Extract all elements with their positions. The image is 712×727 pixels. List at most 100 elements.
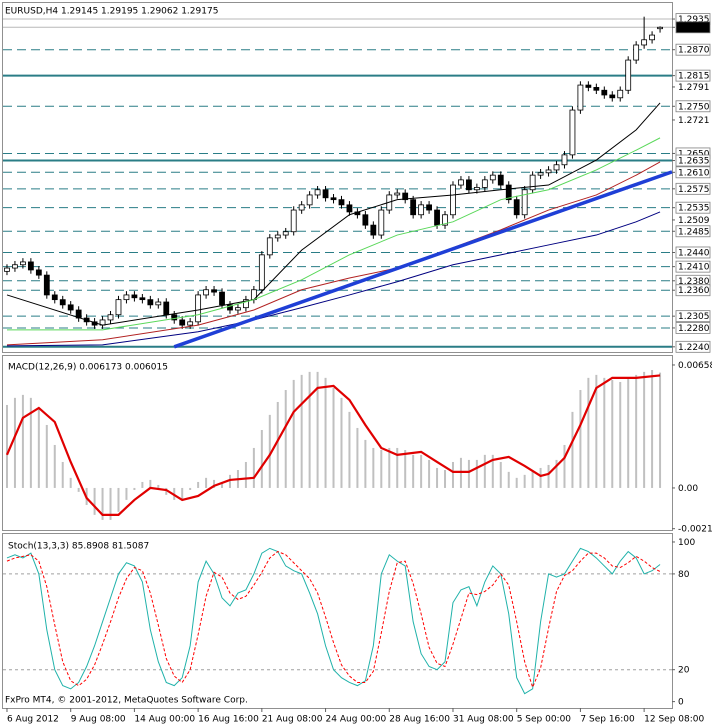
candle-body [20, 261, 26, 266]
candle-body [306, 194, 313, 206]
macd-bar [491, 454, 494, 488]
candle-body [657, 26, 663, 30]
price-panel [2, 2, 673, 353]
macd-bar [547, 464, 550, 488]
x-tick-label: 9 Aug 08:00 [71, 715, 126, 725]
candle-body [123, 294, 130, 301]
macd-bar [475, 459, 478, 488]
candle-body [473, 187, 480, 191]
y-tick-label: 1.2610 [678, 168, 710, 178]
candle-body [450, 184, 456, 216]
macd-bar [125, 487, 128, 500]
candle-body [115, 299, 122, 316]
macd-bar [21, 394, 24, 488]
macd-bar [523, 474, 526, 488]
y-tick-label: 1.2650 [678, 149, 710, 159]
x-tick-label: 28 Aug 16:00 [389, 715, 450, 725]
candle-body [402, 192, 409, 201]
y-tick-label: 1.2509 [678, 216, 710, 226]
macd-bar [69, 477, 72, 488]
y-tick-label: -0.00218 [678, 525, 712, 535]
candle-body [59, 299, 66, 306]
macd-bar [643, 371, 646, 488]
macd-bar [109, 487, 112, 520]
macd-panel [2, 355, 673, 531]
macd-title: MACD(12,26,9) 0.006173 0.006015 [8, 363, 168, 373]
macd-bar [515, 477, 518, 488]
candle-body [617, 89, 624, 99]
macd-bar [619, 381, 622, 488]
x-tick-label: 5 Sep 00:00 [517, 715, 572, 725]
macd-bar [348, 411, 351, 488]
candle-body [537, 172, 544, 176]
macd-bar [101, 487, 104, 520]
candle-body [322, 189, 329, 199]
macd-bar [380, 450, 383, 488]
candle-body [497, 174, 504, 186]
x-tick-label: 16 Aug 16:00 [198, 715, 259, 725]
level-label-box [675, 284, 711, 297]
level-label-box [675, 260, 711, 273]
macd-bar [531, 470, 534, 488]
macd-bar [595, 374, 598, 488]
x-tick-label: 21 Aug 08:00 [262, 715, 323, 725]
macd-bar [555, 459, 558, 488]
macd-bar [29, 397, 32, 488]
candle-body [338, 199, 345, 206]
macd-bar [189, 487, 192, 491]
macd-bar [268, 414, 271, 488]
candle-body [529, 174, 536, 191]
macd-bar [356, 427, 359, 488]
candle-body [633, 44, 640, 61]
candle-body [505, 184, 512, 201]
candle-body [649, 34, 655, 41]
candle-body [466, 179, 472, 191]
candle-body [4, 267, 10, 272]
x-tick-label: 12 Sep 08:00 [644, 715, 704, 725]
candle-body [43, 274, 50, 296]
candle-body [609, 94, 616, 99]
macd-bar [260, 430, 263, 488]
y-tick-label: 0 [678, 698, 684, 708]
candle-body [139, 297, 146, 301]
candle-body [67, 304, 74, 311]
y-tick-label: 1.2635 [678, 157, 710, 167]
macd-bar [181, 487, 184, 500]
moving-average [6, 102, 661, 326]
macd-bar [205, 477, 208, 488]
candle-body [12, 264, 18, 269]
macd-bar [627, 377, 630, 488]
candle-body [243, 299, 249, 309]
macd-bar [499, 461, 502, 488]
y-tick-label: 1.2535 [678, 204, 710, 214]
level-label-box [675, 154, 711, 167]
macd-bar [221, 481, 224, 488]
macd-bar [133, 487, 136, 491]
level-label-box [675, 322, 711, 334]
level-label-box [675, 100, 711, 113]
level-label-box [675, 246, 711, 259]
candle-body [553, 164, 560, 171]
candle-body [489, 174, 496, 181]
macd-bar [404, 450, 407, 488]
candle-body [601, 89, 608, 96]
macd-bar [149, 479, 152, 488]
candle-body [171, 314, 178, 321]
candle-body [442, 214, 448, 226]
macd-bar [308, 371, 311, 488]
level-label-box [675, 310, 711, 323]
candle-body [521, 189, 528, 216]
candle-body [27, 261, 34, 271]
candle-body [577, 84, 584, 111]
candle-body [266, 237, 273, 256]
macd-bar [444, 470, 447, 488]
candle-body [203, 289, 209, 296]
candle-body [179, 319, 186, 326]
level-label-box [675, 225, 711, 238]
candle-body [51, 294, 58, 301]
macd-bar [244, 461, 247, 488]
y-tick-label: 100 [678, 538, 695, 548]
price-title: EURUSD,H4 1.29145 1.29195 1.29062 1.2917… [5, 7, 218, 17]
candle-body [593, 87, 600, 91]
